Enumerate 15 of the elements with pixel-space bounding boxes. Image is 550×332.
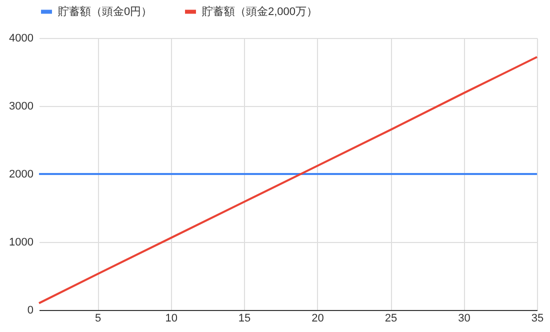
x-tick-label: 25 xyxy=(384,312,398,324)
y-tick-label: 0 xyxy=(27,304,34,316)
x-tick-label: 30 xyxy=(458,312,470,324)
y-tick-label: 4000 xyxy=(9,32,34,44)
x-tick-label: 35 xyxy=(531,312,544,324)
y-tick-label: 1000 xyxy=(9,236,34,248)
legend-label: 貯蓄額（頭金0円） xyxy=(58,4,152,18)
y-tick-label: 3000 xyxy=(9,100,34,112)
x-tick-label: 10 xyxy=(165,312,178,324)
x-tick-label: 15 xyxy=(238,312,251,324)
legend-label: 貯蓄額（頭金2,000万） xyxy=(202,4,318,18)
y-tick-label: 2000 xyxy=(9,168,34,180)
x-tick-label: 5 xyxy=(95,312,102,324)
x-tick-label: 20 xyxy=(312,312,324,324)
line-series xyxy=(38,56,538,304)
